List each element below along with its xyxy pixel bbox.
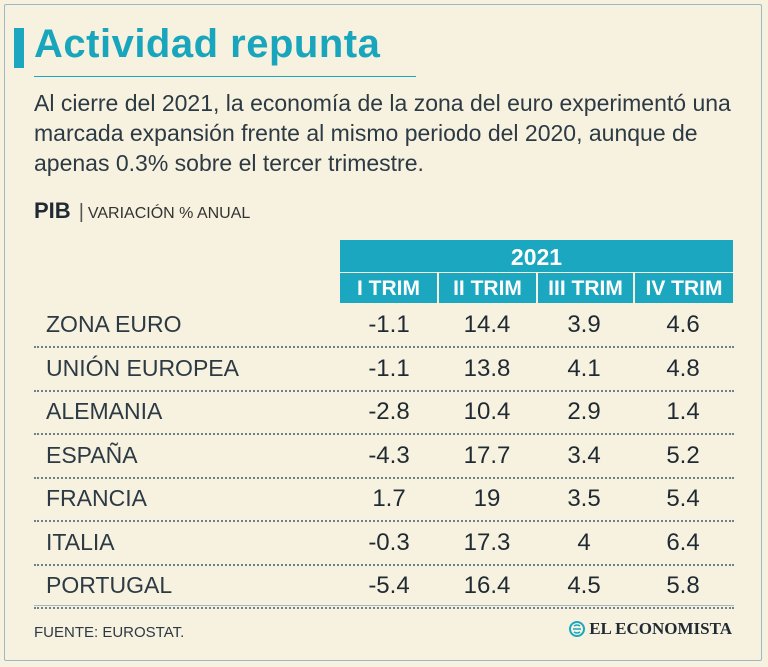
column-header-2: II TRIM bbox=[437, 273, 536, 303]
table-cell: -1.1 bbox=[368, 311, 410, 338]
table-cell: 2.9 bbox=[567, 398, 601, 425]
row-label: FRANCIA bbox=[46, 485, 147, 511]
table-row: ZONA EURO -1.1 14.4 3.9 4.6 bbox=[34, 305, 734, 348]
table-cell: 4.6 bbox=[666, 311, 700, 338]
indicator-name: PIB bbox=[34, 198, 71, 223]
table-cell: 14.4 bbox=[463, 311, 511, 338]
table-row: PORTUGAL -5.4 16.4 4.5 5.8 bbox=[34, 566, 734, 609]
table-cell: -1.1 bbox=[368, 354, 410, 382]
title-accent-bar bbox=[14, 28, 24, 68]
table-row: ESPAÑA -4.3 17.7 3.4 5.2 bbox=[34, 436, 734, 479]
table-year-header: 2021 bbox=[340, 240, 733, 272]
table-row: ITALIA -0.3 17.3 4 6.4 bbox=[34, 523, 734, 566]
table-cell: -0.3 bbox=[368, 528, 410, 556]
row-label: ITALIA bbox=[46, 528, 115, 555]
table-cell: 3.5 bbox=[567, 485, 601, 512]
table-cell: 19 bbox=[473, 485, 501, 512]
table-cell: 16.4 bbox=[463, 572, 511, 599]
footer-divider bbox=[34, 605, 734, 606]
row-label: ESPAÑA bbox=[46, 441, 138, 468]
table-cell: 3.4 bbox=[567, 441, 601, 469]
table-cell: 17.7 bbox=[463, 441, 511, 469]
table-cell: 4.5 bbox=[567, 572, 601, 599]
row-label: ZONA EURO bbox=[46, 311, 182, 337]
table-cell: 5.8 bbox=[666, 572, 700, 599]
table-cell: 1.7 bbox=[372, 485, 406, 512]
table-row: ALEMANIA -2.8 10.4 2.9 1.4 bbox=[34, 392, 734, 435]
table-cell: 4 bbox=[577, 528, 591, 556]
column-header-3: III TRIM bbox=[536, 273, 633, 303]
column-header-1: I TRIM bbox=[340, 273, 437, 303]
indicator-unit: VARIACIÓN % ANUAL bbox=[87, 205, 251, 222]
indicator-separator: | bbox=[78, 201, 84, 223]
table-cell: -4.3 bbox=[368, 441, 410, 469]
row-label: ALEMANIA bbox=[46, 398, 163, 424]
table-cell: -2.8 bbox=[368, 398, 410, 425]
source-note: FUENTE: EUROSTAT. bbox=[34, 624, 185, 641]
column-header-4: IV TRIM bbox=[633, 273, 733, 303]
row-label: UNIÓN EUROPEA bbox=[46, 354, 239, 381]
table-cell: 10.4 bbox=[463, 398, 511, 425]
table-cell: 1.4 bbox=[666, 398, 700, 425]
table-cell: 17.3 bbox=[463, 528, 511, 556]
table-row: FRANCIA 1.7 19 3.5 5.4 bbox=[34, 479, 734, 522]
el-economista-logo-icon bbox=[569, 621, 586, 637]
table-cell: 4.1 bbox=[567, 354, 601, 382]
page-title: Actividad repunta bbox=[34, 22, 381, 66]
indicator-label: PIB | VARIACIÓN % ANUAL bbox=[34, 198, 250, 224]
table-cell: 13.8 bbox=[463, 354, 511, 382]
intro-text: Al cierre del 2021, la economía de la zo… bbox=[34, 90, 731, 176]
table-cell: 3.9 bbox=[567, 311, 601, 338]
table-cell: -5.4 bbox=[368, 572, 410, 599]
table-cell: 5.4 bbox=[666, 485, 700, 512]
table-cell: 5.2 bbox=[666, 441, 700, 469]
brand-logo: EL ECONOMISTA bbox=[569, 619, 732, 639]
title-underline bbox=[34, 76, 416, 77]
brand-name: EL ECONOMISTA bbox=[589, 619, 732, 638]
table-cell: 6.4 bbox=[666, 528, 700, 556]
table-cell: 4.8 bbox=[666, 354, 700, 382]
infographic-frame bbox=[4, 4, 762, 661]
row-label: PORTUGAL bbox=[46, 572, 173, 598]
table-row: UNIÓN EUROPEA -1.1 13.8 4.1 4.8 bbox=[34, 349, 734, 392]
